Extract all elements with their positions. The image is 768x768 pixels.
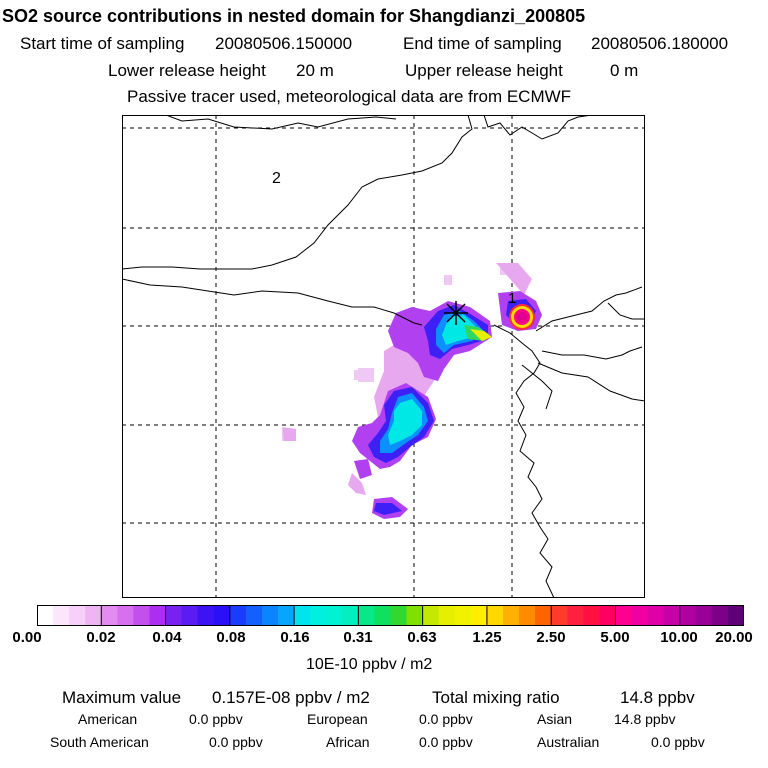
colorbar-cell	[149, 605, 167, 626]
colorbar-tick: 0.08	[216, 629, 246, 646]
colorbar-cell	[406, 605, 424, 626]
colorbar-cell	[422, 605, 440, 626]
colorbar-cell	[583, 605, 600, 626]
colorbar-tick: 0.16	[280, 629, 310, 646]
max-value-label: Maximum value	[62, 688, 182, 707]
colorbar-tick: 0.63	[407, 629, 437, 646]
colorbar-cell	[245, 605, 263, 626]
colorbar-tick: 0.04	[152, 629, 182, 646]
country-borders	[122, 115, 645, 598]
colorbar-cell	[37, 605, 54, 626]
colorbar-cell	[567, 605, 584, 626]
colorbar-cell	[679, 605, 697, 626]
colorbar-cell	[663, 605, 681, 626]
graticule-lines	[122, 115, 645, 598]
colorbar-cell	[133, 605, 150, 626]
colorbar-cell	[229, 605, 247, 626]
colorbar-cell	[278, 605, 295, 626]
map-title: SO2 source contributions in nested domai…	[2, 6, 586, 26]
colorbar-cell	[535, 605, 552, 626]
colorbar-cell	[599, 605, 616, 626]
colorbar-cell	[69, 605, 86, 626]
colorbar-cell	[486, 605, 504, 626]
region-name-european: European	[307, 711, 368, 727]
region-label-1: 1	[508, 290, 516, 307]
end-time-value: 20080506.180000	[591, 34, 729, 53]
colorbar-cell	[117, 605, 134, 626]
concentration-plume	[282, 263, 542, 519]
colorbar-tick: 5.00	[600, 629, 630, 646]
colorbar-cell	[519, 605, 536, 626]
colorbar-cell	[342, 605, 359, 626]
colorbar-cell	[261, 605, 279, 626]
end-time-label: End time of sampling	[403, 34, 562, 53]
colorbar-cell	[695, 605, 713, 626]
colorbar-tick: 10.00	[660, 629, 698, 646]
region-name-australian: Australian	[537, 734, 600, 750]
colorbar-cell	[310, 605, 327, 626]
upper-height-value: 0 m	[610, 61, 639, 80]
region-value-african: 0.0 ppbv	[419, 734, 473, 750]
map-frame	[122, 115, 645, 598]
colorbar-cell	[727, 605, 744, 626]
lower-height-value: 20 m	[296, 61, 334, 80]
region-label-2: 2	[272, 170, 281, 187]
colorbar-cell	[647, 605, 665, 626]
region-name-asian: Asian	[537, 711, 573, 727]
region-value-south-american: 0.0 ppbv	[209, 734, 263, 750]
colorbar-cell	[294, 605, 311, 626]
colorbar-cell	[101, 605, 118, 626]
colorbar-cell	[358, 605, 375, 626]
region-value-australian: 0.0 ppbv	[651, 734, 705, 750]
colorbar	[37, 605, 744, 626]
colorbar-tick: 20.00	[715, 629, 753, 646]
colorbar-tick: 0.31	[343, 629, 373, 646]
total-mixing-label: Total mixing ratio	[432, 688, 560, 707]
region-value-european: 0.0 ppbv	[419, 711, 473, 727]
colorbar-cell	[470, 605, 488, 626]
colorbar-cell	[165, 605, 183, 626]
lower-height-label: Lower release height	[108, 61, 266, 80]
region-value-american: 0.0 ppbv	[189, 711, 243, 727]
colorbar-tick: 2.50	[536, 629, 566, 646]
colorbar-cell	[454, 605, 472, 626]
colorbar-cell	[502, 605, 520, 626]
start-time-value: 20080506.150000	[215, 34, 353, 53]
colorbar-cell	[53, 605, 70, 626]
max-value: 0.157E-08 ppbv / m2	[212, 688, 370, 707]
colorbar-unit: 10E-10 ppbv / m2	[306, 656, 433, 673]
colorbar-cell	[631, 605, 649, 626]
region-value-asian: 14.8 ppbv	[614, 711, 676, 727]
colorbar-cell	[374, 605, 391, 626]
region-name-african: African	[326, 734, 370, 750]
colorbar-tick: 0.02	[86, 629, 116, 646]
colorbar-cell	[213, 605, 231, 626]
colorbar-cell	[181, 605, 199, 626]
colorbar-tick: 1.25	[472, 629, 502, 646]
colorbar-tick: 0.00	[12, 629, 42, 646]
colorbar-cell	[551, 605, 568, 626]
upper-height-label: Upper release height	[405, 61, 563, 80]
region-name-american: American	[78, 711, 138, 727]
receptor-star-icon	[444, 301, 468, 325]
colorbar-cell	[711, 605, 729, 626]
colorbar-cell	[615, 605, 633, 626]
map-panel: 2 1	[122, 115, 645, 598]
tracer-note: Passive tracer used, meteorological data…	[127, 87, 572, 106]
colorbar-cell	[85, 605, 102, 626]
colorbar-cell	[390, 605, 408, 626]
total-mixing-value: 14.8 ppbv	[620, 688, 695, 707]
colorbar-cell	[197, 605, 215, 626]
colorbar-cell	[438, 605, 456, 626]
region-name-south-american: South American	[50, 734, 149, 750]
start-time-label: Start time of sampling	[20, 34, 185, 53]
colorbar-cell	[326, 605, 343, 626]
